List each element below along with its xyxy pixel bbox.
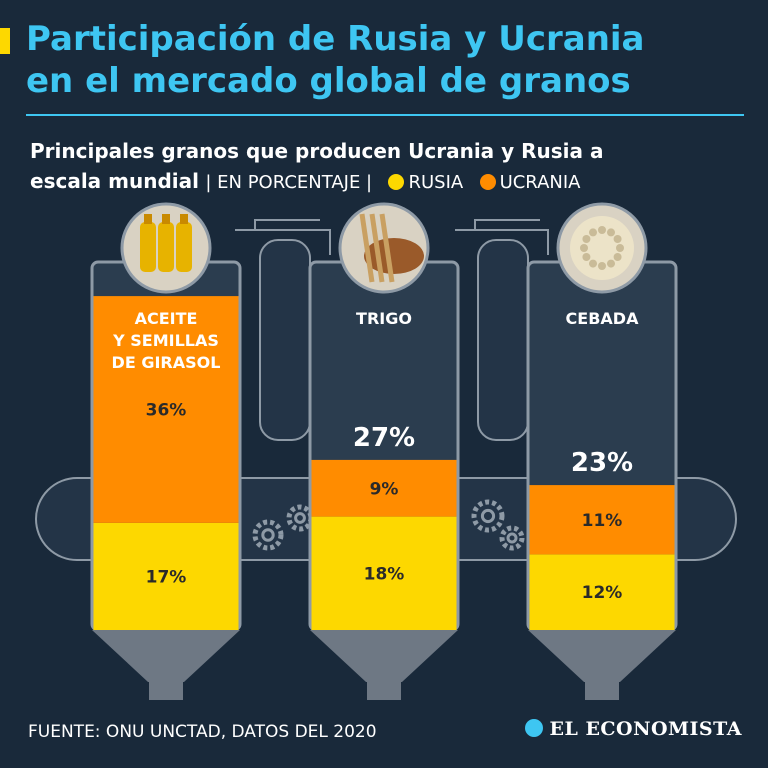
pipe [455, 219, 549, 255]
bar-label-rusia: 18% [364, 564, 405, 584]
subtitle: Principales granos que producen Ucrania … [30, 136, 750, 198]
silo-spout [585, 682, 619, 700]
brand-logo-icon [525, 719, 544, 737]
wheat-icon [338, 202, 430, 294]
title-line-2: en el mercado global de granos [26, 61, 631, 101]
bar-label-ucrania: 36% [146, 401, 187, 421]
bar-rusia [311, 516, 457, 630]
subtitle-line-1: Principales granos que producen Ucrania … [30, 139, 604, 163]
bar-label-rusia: 12% [582, 583, 623, 603]
title-accent-bar [0, 28, 10, 54]
bar-rusia [93, 522, 239, 630]
unit-note: | EN PORCENTAJE | [205, 172, 373, 193]
total-label: 27% [353, 423, 415, 453]
source-note: FUENTE: ONU UNCTAD, DATOS DEL 2020 [28, 722, 377, 742]
gear-icon [252, 519, 284, 551]
silo-3: 12% 11% 23% CEBADA [526, 202, 678, 700]
bar-label-ucrania: 9% [370, 479, 399, 499]
silo-funnel [528, 630, 676, 682]
silo-spout [367, 682, 401, 700]
silo-2: 18% 9% 27% TRIGO [308, 202, 460, 700]
brand-logo: EL ECONOMISTA [525, 718, 742, 740]
total-label: 23% [571, 448, 633, 478]
category-label: TRIGO [356, 309, 412, 328]
bar-ucrania [529, 485, 675, 555]
legend-rusia-swatch [388, 174, 405, 190]
title-line-1: Participación de Rusia y Ucrania [26, 19, 645, 59]
silo-funnel [92, 630, 240, 682]
silo-spout [149, 682, 183, 700]
page-title: Participación de Rusia y Ucrania en el m… [26, 18, 746, 102]
subtitle-line-2: escala mundial [30, 169, 199, 193]
category-label: CEBADA [566, 309, 640, 328]
machine-column [259, 239, 311, 441]
category-label: ACEITE Y SEMILLAS DE GIRASOL [112, 309, 221, 372]
sunflower-oil-icon [120, 202, 212, 294]
bar-ucrania [311, 459, 457, 517]
silo-funnel [310, 630, 458, 682]
legend-rusia-label: RUSIA [408, 172, 464, 193]
brand-name: EL ECONOMISTA [549, 718, 742, 740]
title-divider [26, 114, 744, 116]
legend-ucrania-swatch [479, 174, 496, 190]
bar-ucrania [93, 296, 239, 523]
machine-column [477, 239, 529, 441]
barley-icon [556, 202, 648, 294]
gear-icon [499, 525, 525, 551]
pipe [235, 219, 331, 255]
legend-ucrania-label: UCRANIA [499, 172, 581, 193]
bar-label-rusia: 17% [146, 567, 187, 587]
gear-icon [471, 499, 505, 533]
bar-rusia [529, 554, 675, 630]
bar-label-ucrania: 11% [582, 511, 623, 531]
